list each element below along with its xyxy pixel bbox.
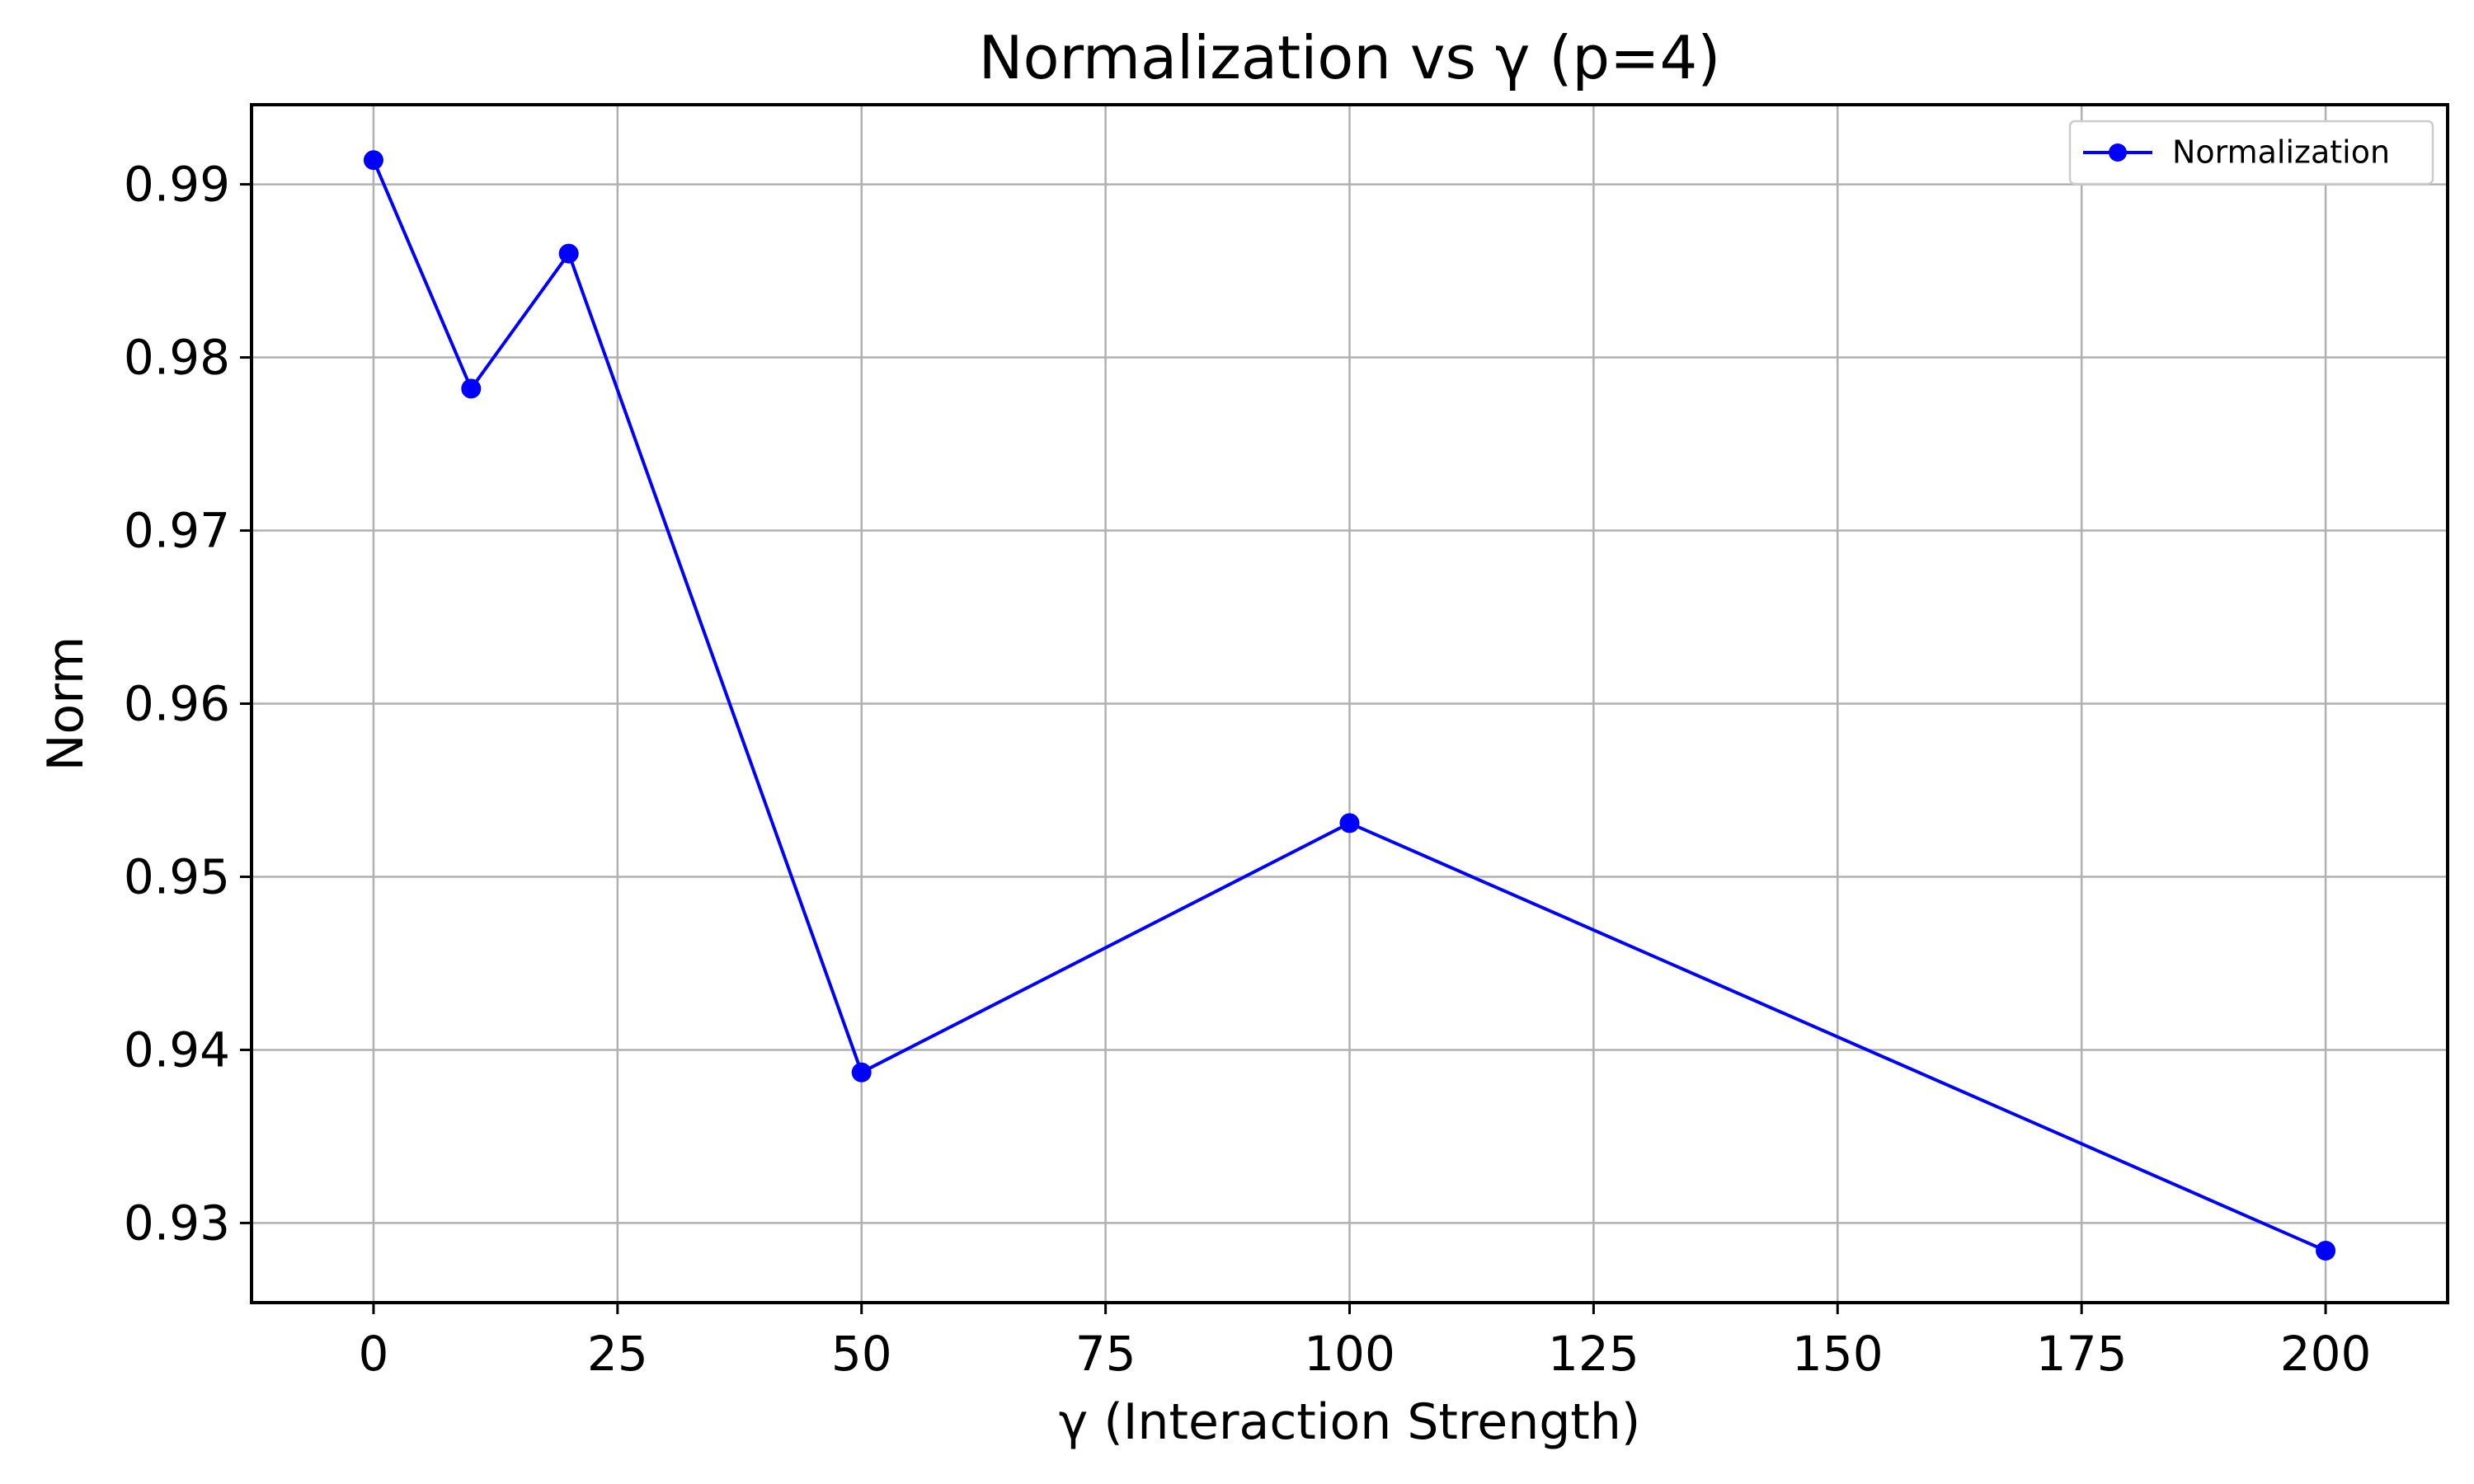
y-tick-label: 0.93	[124, 1195, 230, 1251]
chart-title: Normalization vs γ (p=4)	[979, 23, 1721, 92]
x-tick-label: 125	[1548, 1326, 1639, 1382]
x-tick-label: 50	[831, 1326, 892, 1382]
data-point	[558, 243, 579, 264]
grid	[252, 105, 2448, 1303]
x-tick-label: 150	[1792, 1326, 1884, 1382]
x-tick-label: 0	[358, 1326, 388, 1382]
legend-marker-normalization	[2109, 143, 2127, 162]
y-tick-label: 0.96	[124, 676, 230, 732]
y-tick-label: 0.98	[124, 330, 230, 386]
y-tick-label: 0.95	[124, 848, 230, 904]
y-axis-label: Norm	[37, 636, 95, 772]
data-point	[2316, 1241, 2336, 1261]
x-tick-label: 25	[587, 1326, 648, 1382]
data-point	[1339, 813, 1360, 834]
data-point	[363, 150, 383, 171]
legend-label-normalization: Normalization	[2172, 134, 2390, 171]
series-layer	[363, 150, 2336, 1261]
x-tick-label: 175	[2036, 1326, 2128, 1382]
y-tick-label: 0.94	[124, 1021, 230, 1078]
x-axis-label: γ (Interaction Strength)	[1059, 1393, 1641, 1451]
x-tick-label: 75	[1075, 1326, 1136, 1382]
legend: Normalization	[2068, 120, 2434, 186]
x-tick-label: 200	[2280, 1326, 2372, 1382]
data-point	[461, 378, 482, 399]
x-tick-label: 100	[1304, 1326, 1395, 1382]
series-line-normalization	[372, 159, 2326, 1252]
legend-box	[2068, 120, 2434, 186]
y-tick-label: 0.99	[124, 157, 230, 213]
data-point	[851, 1062, 872, 1082]
y-tick-label: 0.97	[124, 503, 230, 559]
axis-ticks: 0 25 50 75 100 125 150 175 200 0.93 0.94 0.95 0.96 0.…	[124, 157, 2372, 1382]
